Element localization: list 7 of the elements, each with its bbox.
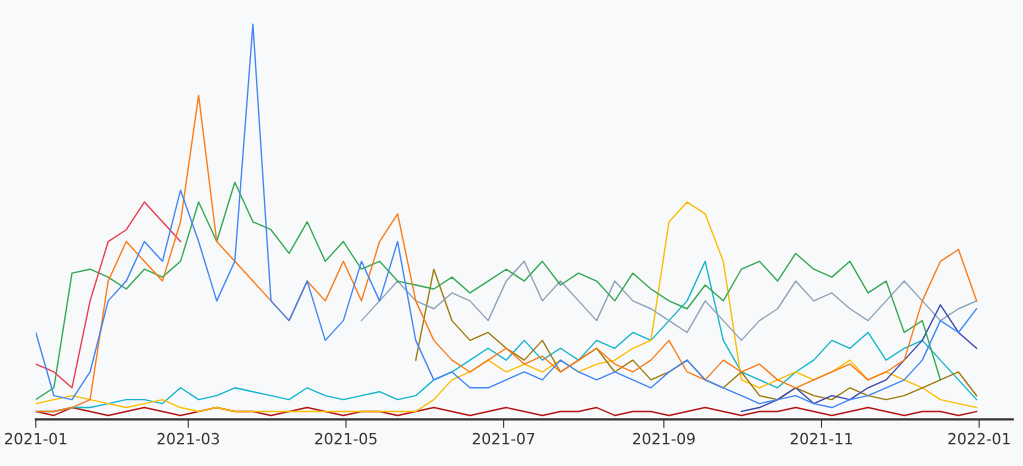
x-tick-label: 2022-01 xyxy=(948,432,1010,445)
x-tick-label: 2021-11 xyxy=(790,432,853,445)
x-tick-label: 2021-05 xyxy=(315,432,377,445)
x-tick-label: 2021-01 xyxy=(5,432,67,445)
x-tick-label: 2021-03 xyxy=(157,432,219,445)
x-tick-label: 2021-07 xyxy=(472,432,535,445)
x-tick-label: 2021-09 xyxy=(633,432,695,445)
